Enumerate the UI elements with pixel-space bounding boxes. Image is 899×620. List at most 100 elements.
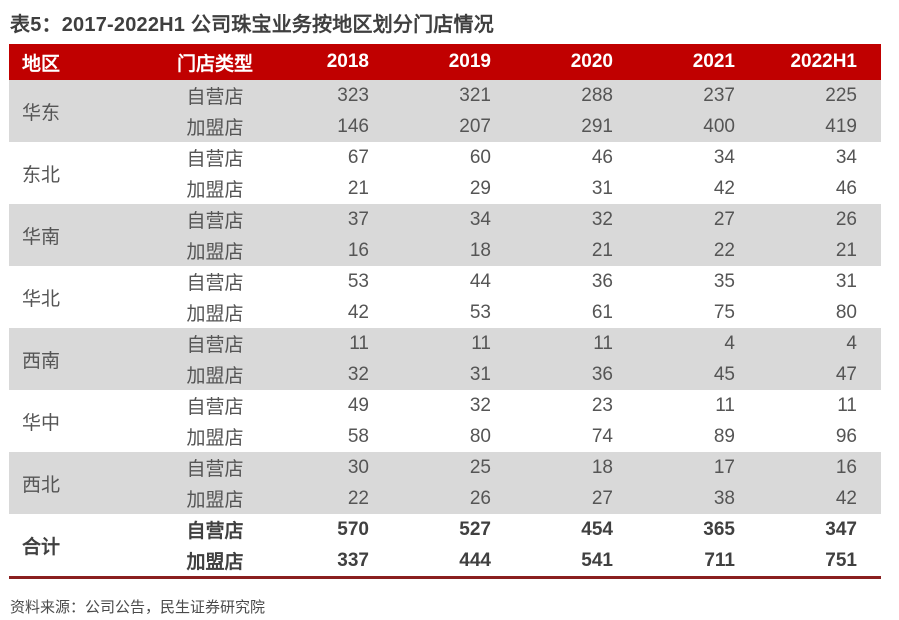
store-count-cell: 60 — [469, 146, 491, 168]
store-type-cell: 加盟店 — [186, 304, 244, 325]
store-count-cell: 4 — [759, 328, 881, 359]
store-type-cell: 自营店 — [186, 273, 244, 294]
store-count-cell: 44 — [469, 270, 491, 292]
store-count-cell: 53 — [469, 301, 491, 323]
store-count-cell: 146 — [271, 111, 393, 142]
table-header: 地区 门店类型 2018 2019 2020 2021 2022H1 — [9, 44, 881, 80]
store-type-cell: 加盟店 — [159, 111, 271, 142]
column-header-year: 2020 — [515, 44, 637, 80]
store-type-cell: 加盟店 — [159, 483, 271, 514]
store-count-cell: 45 — [637, 359, 759, 390]
table-row: 加盟店 16 18 21 22 21 — [9, 235, 881, 266]
column-header-year: 2022H1 — [759, 44, 881, 80]
store-count-cell: 34 — [713, 146, 735, 168]
store-count-cell: 32 — [469, 394, 491, 416]
store-type-cell: 加盟店 — [159, 235, 271, 266]
store-type-cell: 加盟店 — [186, 180, 244, 201]
store-type-cell: 自营店 — [159, 452, 271, 483]
store-count-cell: 16 — [759, 452, 881, 483]
store-count-cell: 541 — [581, 549, 613, 571]
store-type-cell: 自营店 — [159, 328, 271, 359]
store-type-cell: 加盟店 — [186, 552, 244, 573]
store-count-cell: 46 — [591, 146, 613, 168]
store-type-cell: 自营店 — [186, 149, 244, 170]
table-title: 表5：2017-2022H1 公司珠宝业务按地区划分门店情况 — [10, 14, 494, 36]
store-count-cell: 61 — [591, 301, 613, 323]
table-row: 西北 自营店 30 25 18 17 16 — [9, 452, 881, 514]
store-count-cell: 36 — [515, 359, 637, 390]
store-count-cell: 74 — [591, 425, 613, 447]
column-header-year: 2019 — [393, 44, 515, 80]
region-cell: 华北 — [22, 288, 61, 310]
store-type-cell: 自营店 — [186, 521, 244, 542]
store-count-cell: 42 — [347, 301, 369, 323]
store-count-table: 地区 门店类型 2018 2019 2020 2021 2022H1 华东 自营店 323 321… — [9, 44, 881, 579]
store-count-cell: 11 — [715, 394, 735, 416]
store-count-cell: 80 — [469, 425, 491, 447]
store-count-cell: 21 — [759, 235, 881, 266]
store-count-cell: 4 — [637, 328, 759, 359]
store-count-cell: 89 — [713, 425, 735, 447]
store-count-cell: 444 — [459, 549, 491, 571]
store-count-cell: 419 — [759, 111, 881, 142]
store-count-cell: 67 — [347, 146, 369, 168]
store-count-cell: 11 — [271, 328, 393, 359]
column-header-store-type: 门店类型 — [159, 44, 271, 80]
store-count-cell: 75 — [713, 301, 735, 323]
store-count-cell: 454 — [581, 518, 613, 540]
store-count-cell: 291 — [515, 111, 637, 142]
store-count-cell: 27 — [515, 483, 637, 514]
store-count-cell: 711 — [704, 549, 735, 571]
store-count-cell: 35 — [713, 270, 735, 292]
store-count-cell: 32 — [515, 204, 637, 235]
region-cell: 西北 — [9, 452, 159, 514]
store-count-cell: 38 — [637, 483, 759, 514]
table-row: 华南 自营店 37 34 32 27 26 — [9, 204, 881, 266]
table-row: 华中 自营店 49 32 23 11 11 — [9, 390, 881, 434]
source-note: 资料来源：公司公告，民生证券研究院 — [10, 599, 266, 616]
store-count-cell: 80 — [835, 301, 857, 323]
region-cell: 西南 — [9, 328, 159, 390]
store-count-cell: 34 — [393, 204, 515, 235]
store-count-cell: 21 — [515, 235, 637, 266]
region-cell: 合计 — [22, 536, 61, 558]
store-count-cell: 23 — [591, 394, 613, 416]
table-body: 华东 自营店 323 321 288 237 225 加盟店 146 207 291 400 419 东北… — [9, 80, 881, 578]
store-count-cell: 49 — [347, 394, 369, 416]
store-count-cell: 21 — [347, 177, 369, 199]
store-count-cell: 34 — [835, 146, 857, 168]
store-count-cell: 11 — [837, 394, 857, 416]
table-row: 加盟店 146 207 291 400 419 — [9, 111, 881, 142]
table-row: 加盟店 32 31 36 45 47 — [9, 359, 881, 390]
store-type-cell: 自营店 — [159, 80, 271, 111]
store-type-cell: 自营店 — [159, 204, 271, 235]
store-count-cell: 42 — [713, 177, 735, 199]
store-count-cell: 31 — [393, 359, 515, 390]
column-header-year: 2021 — [637, 44, 759, 80]
store-count-cell: 207 — [393, 111, 515, 142]
store-count-cell: 11 — [393, 328, 515, 359]
store-type-cell: 自营店 — [186, 397, 244, 418]
table-row: 合计 自营店 570 527 454 365 347 — [9, 514, 881, 558]
store-count-cell: 36 — [591, 270, 613, 292]
store-count-cell: 53 — [347, 270, 369, 292]
store-count-cell: 16 — [271, 235, 393, 266]
region-cell: 华南 — [9, 204, 159, 266]
store-count-cell: 347 — [825, 518, 857, 540]
store-count-cell: 22 — [637, 235, 759, 266]
store-count-cell: 42 — [759, 483, 881, 514]
table-row: 加盟店 22 26 27 38 42 — [9, 483, 881, 514]
store-count-cell: 26 — [393, 483, 515, 514]
store-count-cell: 751 — [825, 549, 857, 571]
store-count-cell: 37 — [271, 204, 393, 235]
store-count-cell: 22 — [271, 483, 393, 514]
store-count-cell: 17 — [637, 452, 759, 483]
store-count-cell: 30 — [271, 452, 393, 483]
store-count-cell: 11 — [515, 328, 637, 359]
store-count-cell: 96 — [835, 425, 857, 447]
store-count-cell: 27 — [637, 204, 759, 235]
store-count-cell: 321 — [393, 80, 515, 111]
store-count-cell: 288 — [515, 80, 637, 111]
table-row: 加盟店 58 80 74 89 96 — [9, 421, 881, 452]
store-count-cell: 29 — [469, 177, 491, 199]
